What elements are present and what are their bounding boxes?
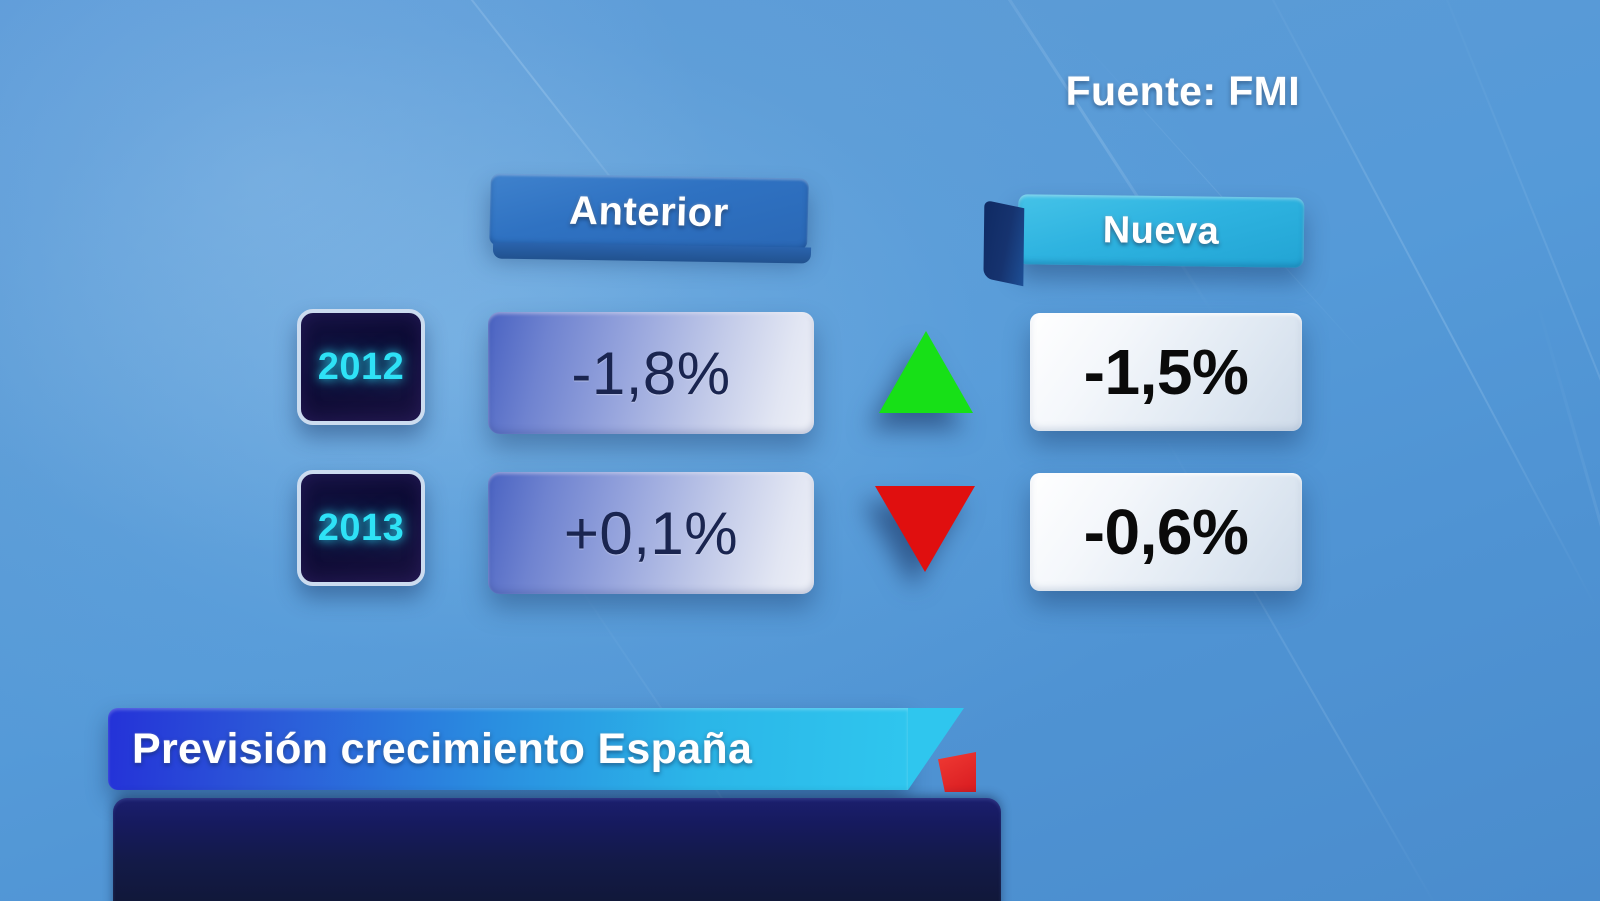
new-value-text: -1,5% bbox=[1083, 336, 1249, 408]
banner-accent-wedge-icon bbox=[938, 752, 976, 792]
streak-line bbox=[1535, 299, 1600, 896]
year-badge: 2012 bbox=[297, 309, 425, 425]
banner-title: Previsión crecimiento España bbox=[132, 724, 753, 773]
new-value-cell: -1,5% bbox=[1030, 313, 1302, 431]
year-label: 2012 bbox=[317, 345, 405, 388]
year-label: 2013 bbox=[317, 506, 405, 549]
previous-value-text: +0,1% bbox=[563, 499, 739, 567]
triangle-up-icon bbox=[879, 331, 973, 413]
year-badge: 2013 bbox=[297, 470, 425, 586]
triangle-down-icon bbox=[875, 486, 975, 572]
column-header-anterior-label: Anterior bbox=[568, 188, 730, 235]
previous-value-cell: -1,8% bbox=[488, 312, 814, 434]
source-label: Fuente: FMI bbox=[1065, 68, 1300, 114]
new-value-text: -0,6% bbox=[1083, 496, 1249, 568]
new-value-cell: -0,6% bbox=[1030, 473, 1302, 591]
column-header-nueva-label: Nueva bbox=[1102, 208, 1220, 253]
streak-line bbox=[930, 0, 1216, 317]
previous-value-cell: +0,1% bbox=[488, 472, 814, 594]
previous-value-text: -1,8% bbox=[571, 339, 731, 407]
lower-third-panel bbox=[113, 798, 1001, 901]
column-header-anterior: Anterior bbox=[489, 173, 809, 251]
lower-third-banner: Previsión crecimiento España bbox=[108, 708, 964, 790]
column-header-nueva: Nueva bbox=[1017, 194, 1305, 268]
streak-line bbox=[1430, 0, 1600, 795]
